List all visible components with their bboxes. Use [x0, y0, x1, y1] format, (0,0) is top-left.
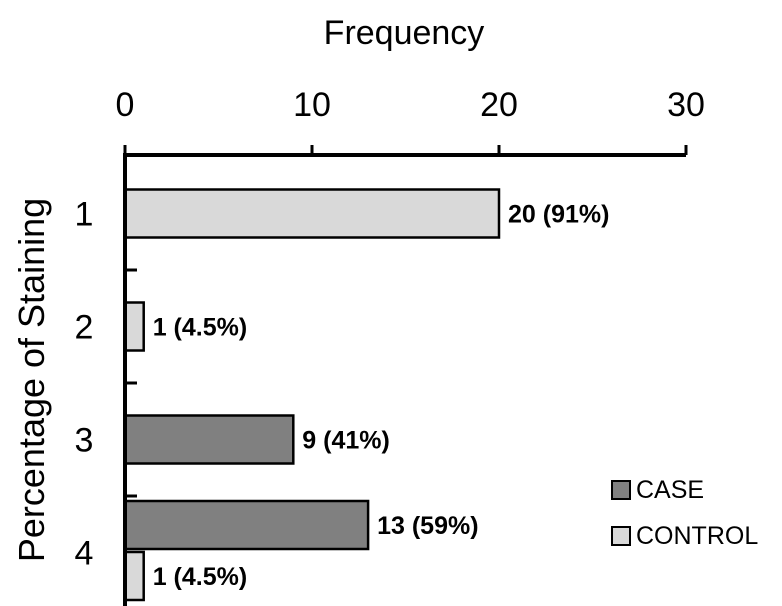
data-labels: 20 (91%) 1 (4.5%) 9 (41%) 13 (59%) 1 (4.5%): [153, 201, 610, 592]
category-label: 2: [75, 309, 94, 347]
x-tick-label: 20: [480, 86, 518, 124]
category-label: 1: [75, 196, 94, 234]
x-tick-label: 30: [667, 86, 705, 124]
x-tick-label: 10: [293, 86, 331, 124]
legend-swatch-case: [611, 480, 631, 500]
x-axis-ticks: 0 10 20 30: [116, 86, 705, 155]
bar-control-4: [123, 550, 145, 602]
bars: [123, 188, 501, 602]
data-label: 1 (4.5%): [153, 563, 247, 591]
legend-swatch-control: [611, 526, 631, 546]
y-axis-title: Percentage of Staining: [11, 198, 52, 562]
data-label: 20 (91%): [508, 201, 609, 229]
x-tick-label: 0: [116, 86, 135, 124]
data-label: 9 (41%): [302, 427, 390, 455]
legend-label-control: CONTROL: [636, 522, 758, 550]
category-label: 4: [75, 535, 94, 573]
bar-case-4: [123, 499, 370, 551]
legend-label-case: CASE: [636, 476, 704, 504]
data-label: 1 (4.5%): [153, 314, 247, 342]
category-label: 3: [75, 422, 94, 460]
data-label: 13 (59%): [377, 512, 478, 540]
bar-case-3: [123, 414, 295, 465]
bar-control-1: [123, 188, 501, 239]
legend: CASE CONTROL: [611, 476, 758, 550]
x-axis-title: Frequency: [324, 14, 485, 52]
bar-control-2: [123, 301, 145, 352]
